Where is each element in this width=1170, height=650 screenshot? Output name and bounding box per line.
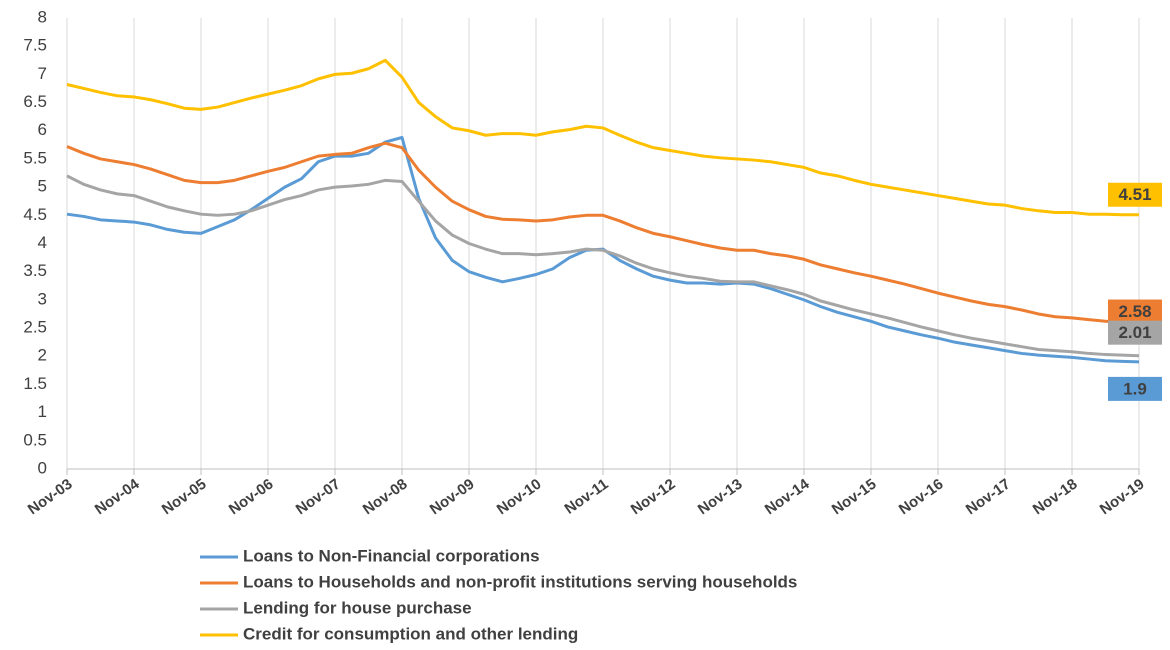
y-tick-label: 0 [38, 458, 47, 477]
series-line [66, 58, 1139, 217]
y-tick-label: 3 [38, 289, 47, 308]
y-tick-label: 5 [38, 177, 47, 196]
y-tick-label: 0.5 [23, 430, 47, 449]
x-tick-label: Nov-06 [226, 476, 277, 519]
x-tick-label: Nov-16 [896, 476, 947, 519]
legend-label: Loans to Households and non-profit insti… [243, 572, 797, 591]
x-tick-label: Nov-03 [25, 476, 76, 519]
y-tick-label: 6 [38, 120, 47, 139]
legend-label: Lending for house purchase [243, 598, 472, 617]
y-tick-label: 1.5 [23, 374, 47, 393]
x-tick-label: Nov-11 [562, 476, 612, 518]
x-tick-label: Nov-05 [159, 476, 210, 519]
y-tick-label: 2.5 [23, 318, 47, 337]
x-tick-label: Nov-08 [360, 476, 411, 519]
legend-label: Loans to Non-Financial corporations [243, 546, 540, 565]
y-tick-label: 3.5 [23, 261, 47, 280]
value-label: 4.51 [1118, 185, 1151, 204]
y-tick-label: 1 [38, 402, 47, 421]
series-line [66, 174, 1140, 358]
value-label-box [1108, 376, 1162, 401]
y-tick-label: 5.5 [23, 148, 47, 167]
x-tick-label: Nov-14 [762, 475, 813, 518]
x-tick-label: Nov-10 [494, 476, 545, 519]
series-line [66, 141, 1140, 326]
y-tick-label: 7.5 [23, 36, 47, 55]
y-tick-label: 4 [38, 233, 47, 252]
x-tick-label: Nov-09 [427, 476, 478, 519]
y-tick-label: 8 [38, 7, 47, 26]
x-tick-label: Nov-07 [293, 476, 344, 519]
x-tick-label: Nov-17 [963, 476, 1014, 519]
y-tick-label: 2 [38, 346, 47, 365]
value-label-box [1108, 182, 1162, 207]
legend-label: Credit for consumption and other lending [243, 624, 578, 643]
x-tick-label: Nov-15 [829, 476, 880, 519]
x-tick-label: Nov-13 [695, 476, 746, 519]
y-tick-label: 4.5 [23, 205, 47, 224]
x-tick-label: Nov-18 [1030, 476, 1081, 519]
y-tick-label: 7 [38, 64, 47, 83]
value-label: 1.9 [1123, 379, 1147, 398]
value-label: 2.01 [1118, 323, 1151, 342]
value-label-box [1108, 299, 1162, 324]
x-tick-label: Nov-19 [1097, 476, 1148, 519]
value-label: 2.58 [1118, 302, 1151, 321]
y-tick-label: 6.5 [23, 92, 47, 111]
x-tick-label: Nov-12 [628, 476, 679, 519]
x-tick-label: Nov-04 [92, 475, 143, 518]
value-label-box [1108, 320, 1162, 345]
